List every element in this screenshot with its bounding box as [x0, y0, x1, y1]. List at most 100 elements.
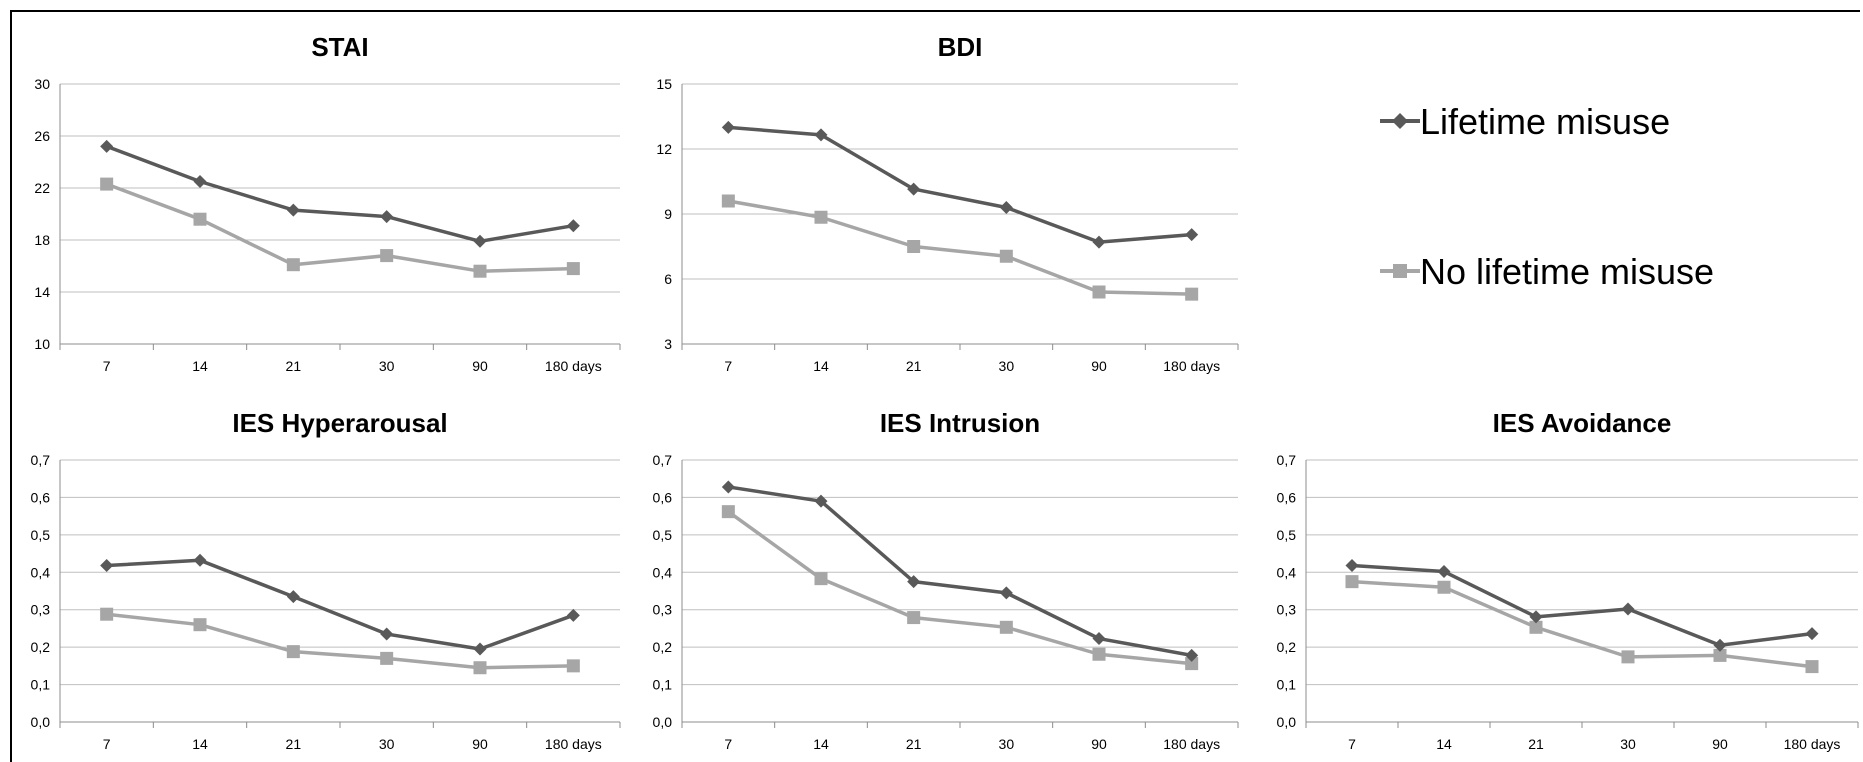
data-point [814, 128, 828, 142]
y-tick-label: 0,4 [31, 564, 51, 580]
data-point [566, 219, 580, 233]
data-point [721, 120, 735, 134]
y-tick-label: 0,3 [653, 602, 673, 618]
charts-layer: STAI 10 14 18 22 26 30 7 14 21 30 90 180 days BDI 3 6 9 1… [31, 32, 1859, 752]
legend-label-lifetime-misuse: Lifetime misuse [1420, 101, 1670, 142]
data-point [1185, 648, 1199, 662]
data-point [473, 661, 487, 675]
data-point [1621, 650, 1635, 664]
x-tick-label: 90 [472, 736, 488, 752]
legend: Lifetime misuse No lifetime misuse [1380, 101, 1714, 292]
y-tick-label: 3 [664, 336, 672, 352]
x-tick-label: 7 [724, 736, 732, 752]
x-tick-label: 7 [724, 358, 732, 374]
data-point [1345, 575, 1359, 589]
data-point [286, 258, 300, 272]
x-tick-label: 14 [192, 736, 208, 752]
y-tick-label: 30 [34, 76, 50, 92]
y-tick-label: 0,1 [31, 677, 51, 693]
series-line [1351, 579, 1813, 669]
x-tick-label: 21 [1528, 736, 1544, 752]
legend-item-lifetime-misuse: Lifetime misuse [1380, 101, 1670, 142]
data-point [100, 607, 114, 621]
chart-ies-hyperarousal: IES Hyperarousal 0,0 0,1 0,2 0,3 0,4 0,5 0,6 0,7… [31, 408, 621, 752]
y-tick-label: 18 [34, 232, 50, 248]
chart-title: STAI [311, 32, 368, 62]
y-tick-label: 26 [34, 128, 50, 144]
data-point [1713, 648, 1727, 662]
data-point [473, 264, 487, 278]
data-point [999, 586, 1013, 600]
x-tick-label: 30 [379, 358, 395, 374]
data-point [999, 620, 1013, 634]
data-point [1529, 620, 1543, 634]
data-point [1805, 660, 1819, 674]
series-line [727, 510, 1192, 666]
data-point [999, 249, 1013, 263]
x-tick-label: 180 days [545, 358, 602, 374]
chart-stai: STAI 10 14 18 22 26 30 7 14 21 30 90 180 days [34, 32, 621, 374]
x-tick-label: 180 days [545, 736, 602, 752]
data-point [286, 645, 300, 659]
data-point [721, 505, 735, 519]
data-point [380, 249, 394, 263]
data-point [1437, 580, 1451, 594]
series-no-lifetime-misuse [721, 194, 1199, 301]
figure-frame [10, 10, 1860, 762]
x-tick-label: 14 [813, 358, 829, 374]
series-lifetime-misuse [721, 120, 1199, 249]
y-tick-label: 0,4 [1277, 564, 1297, 580]
series-line [106, 144, 574, 244]
data-point [473, 234, 487, 248]
data-point [566, 608, 580, 622]
data-point [380, 627, 394, 641]
data-point [100, 139, 114, 153]
data-point [1621, 602, 1635, 616]
x-tick-label: 7 [1348, 736, 1356, 752]
y-tick-label: 0,3 [31, 602, 51, 618]
data-point [1713, 638, 1727, 652]
data-point [193, 553, 207, 567]
x-tick-label: 90 [1712, 736, 1728, 752]
series-line [106, 612, 574, 670]
series-lifetime-misuse [100, 139, 580, 248]
series-no-lifetime-misuse [100, 177, 580, 278]
y-tick-label: 6 [664, 271, 672, 287]
data-point [1185, 287, 1199, 301]
data-point [566, 659, 580, 673]
y-tick-label: 10 [34, 336, 50, 352]
chart-ies-avoidance: IES Avoidance 0,0 0,1 0,2 0,3 0,4 0,5 0,6 0,7 7 14… [1277, 408, 1859, 752]
series-line [106, 182, 574, 273]
data-point [1529, 610, 1543, 624]
x-tick-label: 14 [1436, 736, 1452, 752]
x-tick-label: 21 [286, 358, 302, 374]
y-tick-label: 0,5 [653, 527, 673, 543]
x-tick-label: 30 [999, 736, 1015, 752]
y-tick-label: 15 [656, 76, 672, 92]
data-point [1092, 235, 1106, 249]
x-tick-label: 30 [1620, 736, 1636, 752]
x-tick-label: 21 [906, 358, 922, 374]
series-line [728, 125, 1192, 244]
y-tick-label: 14 [34, 284, 50, 300]
y-tick-label: 0,6 [1277, 489, 1297, 505]
x-tick-label: 7 [103, 736, 111, 752]
data-point [566, 262, 580, 276]
y-tick-label: 0,4 [653, 564, 673, 580]
chart-bdi: BDI 3 6 9 12 15 7 14 21 30 90 180 days [656, 32, 1239, 374]
x-tick-label: 21 [286, 736, 302, 752]
y-tick-label: 0,7 [31, 452, 51, 468]
y-tick-label: 22 [34, 180, 50, 196]
y-tick-label: 0,5 [31, 527, 51, 543]
data-point [814, 572, 828, 586]
series-no-lifetime-misuse [100, 607, 580, 675]
chart-title: IES Intrusion [880, 408, 1040, 438]
x-tick-label: 90 [472, 358, 488, 374]
y-tick-label: 0,2 [1277, 639, 1297, 655]
y-tick-label: 0,6 [31, 489, 51, 505]
data-point [1092, 647, 1106, 661]
chart-ies-intrusion: IES Intrusion 0,0 0,1 0,2 0,3 0,4 0,5 0,6 0,7 7 14… [653, 408, 1239, 752]
series-lifetime-misuse [1345, 559, 1819, 652]
y-tick-label: 0,1 [1277, 677, 1297, 693]
